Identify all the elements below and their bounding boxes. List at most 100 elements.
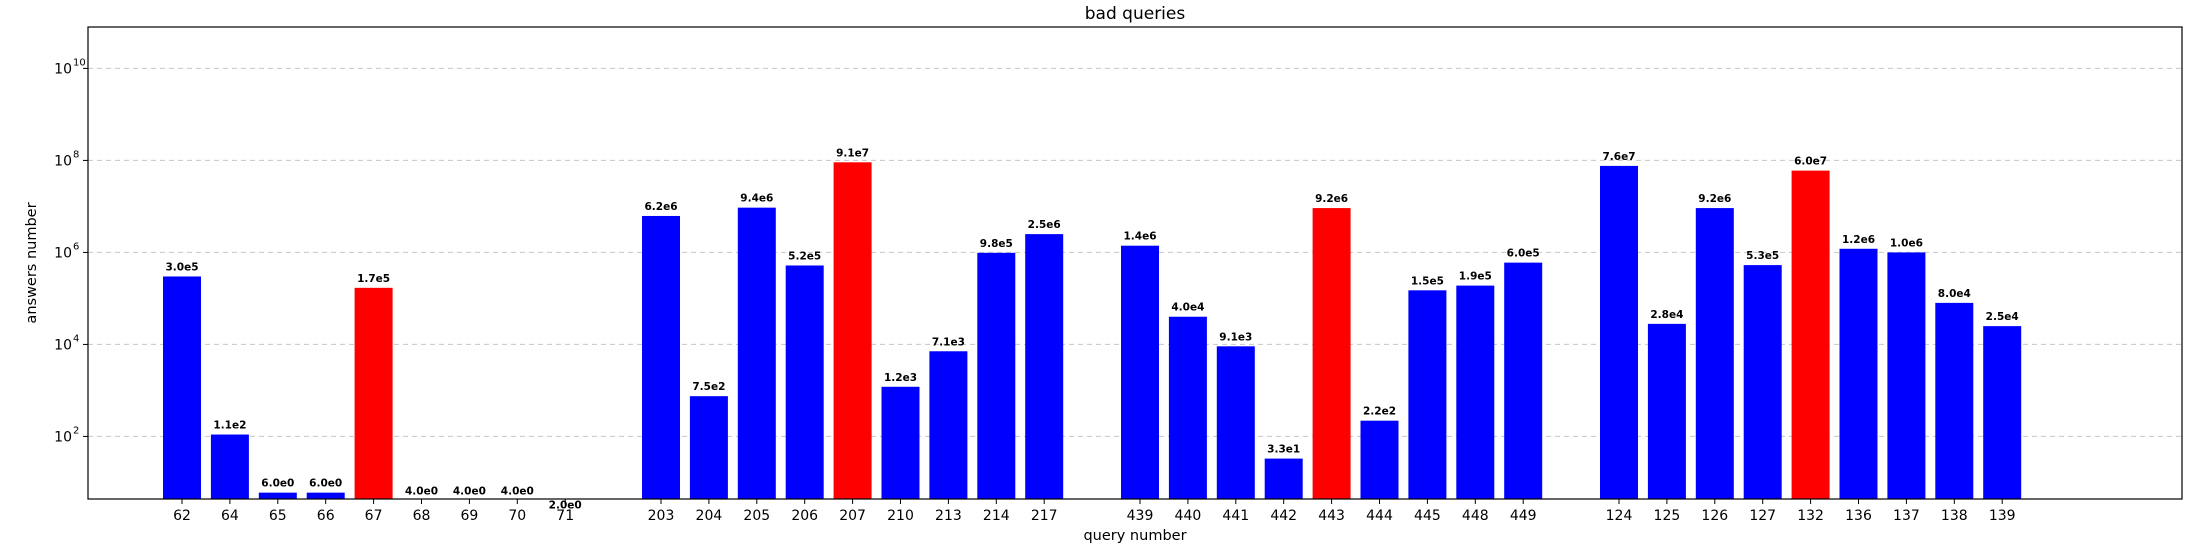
- bar: [1743, 265, 1782, 499]
- bar-value-label: 8.0e4: [1938, 288, 1971, 300]
- x-tick-label: 214: [983, 508, 1010, 524]
- bar: [881, 386, 920, 499]
- bar: [1312, 208, 1351, 499]
- bar-value-label: 1.9e5: [1459, 271, 1492, 283]
- bar-value-label: 6.0e5: [1507, 248, 1540, 260]
- bar: [1887, 252, 1926, 499]
- x-tick-label: 203: [648, 508, 675, 524]
- bar-value-label: 9.8e5: [980, 238, 1013, 250]
- x-axis-label: query number: [1083, 528, 1186, 544]
- x-tick-label: 205: [743, 508, 770, 524]
- bar: [1695, 208, 1734, 499]
- bar: [258, 492, 297, 499]
- y-tick-label-base: 10: [54, 245, 72, 261]
- x-tick-label: 132: [1797, 508, 1824, 524]
- bar-value-label: 1.1e2: [213, 420, 246, 432]
- bar-value-labels: 3.0e5 1.1e2 6.0e0 6.0e0 1.7e5 4.0e0 4.0e0 4.0e0…: [165, 147, 2018, 511]
- bar-value-label: 5.2e5: [788, 250, 821, 262]
- bar-value-label: 9.4e6: [740, 193, 773, 205]
- bar-value-label: 2.8e4: [1650, 309, 1683, 321]
- x-tick-label: 448: [1462, 508, 1489, 524]
- x-tick-label: 124: [1606, 508, 1633, 524]
- y-tick-label-base: 10: [54, 153, 72, 169]
- x-tick-label: 62: [173, 508, 191, 524]
- bar-value-label: 4.0e0: [501, 486, 534, 498]
- chart-title: bad queries: [1085, 4, 1186, 24]
- y-tick-label-exponent: 10: [73, 57, 86, 68]
- x-tick-label: 439: [1127, 508, 1154, 524]
- bar: [354, 287, 393, 499]
- bar: [1839, 248, 1878, 499]
- bar: [1216, 346, 1255, 499]
- bar-value-label: 6.0e7: [1794, 156, 1827, 168]
- x-tick-label: 65: [269, 508, 287, 524]
- x-tick-label: 125: [1654, 508, 1681, 524]
- x-tick-label: 126: [1701, 508, 1728, 524]
- x-tick-label: 441: [1222, 508, 1249, 524]
- bar: [306, 492, 345, 499]
- bar: [689, 396, 728, 499]
- bar: [1264, 458, 1303, 499]
- bar-value-label: 4.0e0: [453, 486, 486, 498]
- y-tick-label-exponent: 6: [73, 241, 79, 252]
- x-tick-label: 64: [221, 508, 239, 524]
- bar: [737, 207, 776, 499]
- y-tick-label-exponent: 4: [73, 333, 79, 344]
- x-tick-label: 207: [839, 508, 866, 524]
- x-tick-label: 136: [1845, 508, 1872, 524]
- bar-value-label: 3.0e5: [165, 261, 198, 273]
- bar: [1121, 245, 1159, 499]
- bar: [1647, 323, 1686, 499]
- bar: [1935, 302, 1974, 499]
- bar: [1983, 326, 2022, 499]
- bar-value-label: 9.2e6: [1698, 193, 1731, 205]
- bar: [1791, 170, 1830, 499]
- bar-value-label: 4.0e0: [405, 486, 438, 498]
- bar-value-label: 6.0e0: [261, 478, 294, 490]
- y-tick-label-base: 10: [54, 61, 72, 77]
- bar: [1168, 316, 1207, 499]
- bar-value-label: 9.1e7: [836, 147, 869, 159]
- bar: [1408, 290, 1447, 499]
- x-tick-label: 440: [1175, 508, 1202, 524]
- x-tick-label: 217: [1031, 508, 1058, 524]
- bar-value-label: 2.0e0: [549, 500, 582, 512]
- x-tick-label: 210: [887, 508, 914, 524]
- bar-value-label: 1.2e6: [1842, 234, 1875, 246]
- bar-value-label: 1.7e5: [357, 273, 390, 285]
- bar-value-label: 4.0e4: [1171, 302, 1204, 314]
- bar-value-label: 1.2e3: [884, 372, 917, 384]
- x-tick-label: 213: [935, 508, 962, 524]
- x-tick-label: 449: [1510, 508, 1537, 524]
- x-tick-label: 139: [1989, 508, 2016, 524]
- bar-value-label: 9.2e6: [1315, 193, 1348, 205]
- bar-value-label: 7.6e7: [1602, 151, 1635, 163]
- x-tick-label: 445: [1414, 508, 1441, 524]
- y-tick-label-base: 10: [54, 337, 72, 353]
- x-tick-label: 442: [1270, 508, 1297, 524]
- bar: [977, 252, 1016, 499]
- bar-value-label: 9.1e3: [1219, 331, 1252, 343]
- bar: [1360, 420, 1399, 499]
- x-tick-label: 127: [1749, 508, 1776, 524]
- bar: [1456, 285, 1495, 499]
- bar-value-label: 7.1e3: [932, 336, 965, 348]
- bar: [1600, 165, 1638, 499]
- plot-area-frame: [87, 26, 2183, 500]
- bar-value-label: 1.0e6: [1890, 237, 1923, 249]
- bar-value-label: 6.0e0: [309, 478, 342, 490]
- bar: [163, 276, 201, 499]
- bar-value-label: 1.5e5: [1411, 275, 1444, 287]
- bar-value-label: 5.3e5: [1746, 250, 1779, 262]
- x-tick-label: 66: [317, 508, 335, 524]
- x-tick-label: 204: [696, 508, 723, 524]
- x-tick-label: 71: [556, 508, 574, 524]
- bar-value-label: 6.2e6: [644, 201, 677, 213]
- x-tick-label: 137: [1893, 508, 1920, 524]
- x-axis-ticks: 62 64 65 66 67 68 69 70 71 203 204 205 206 207 210 213 2…: [173, 499, 2016, 524]
- x-tick-label: 443: [1318, 508, 1345, 524]
- bar-value-label: 7.5e2: [692, 381, 725, 393]
